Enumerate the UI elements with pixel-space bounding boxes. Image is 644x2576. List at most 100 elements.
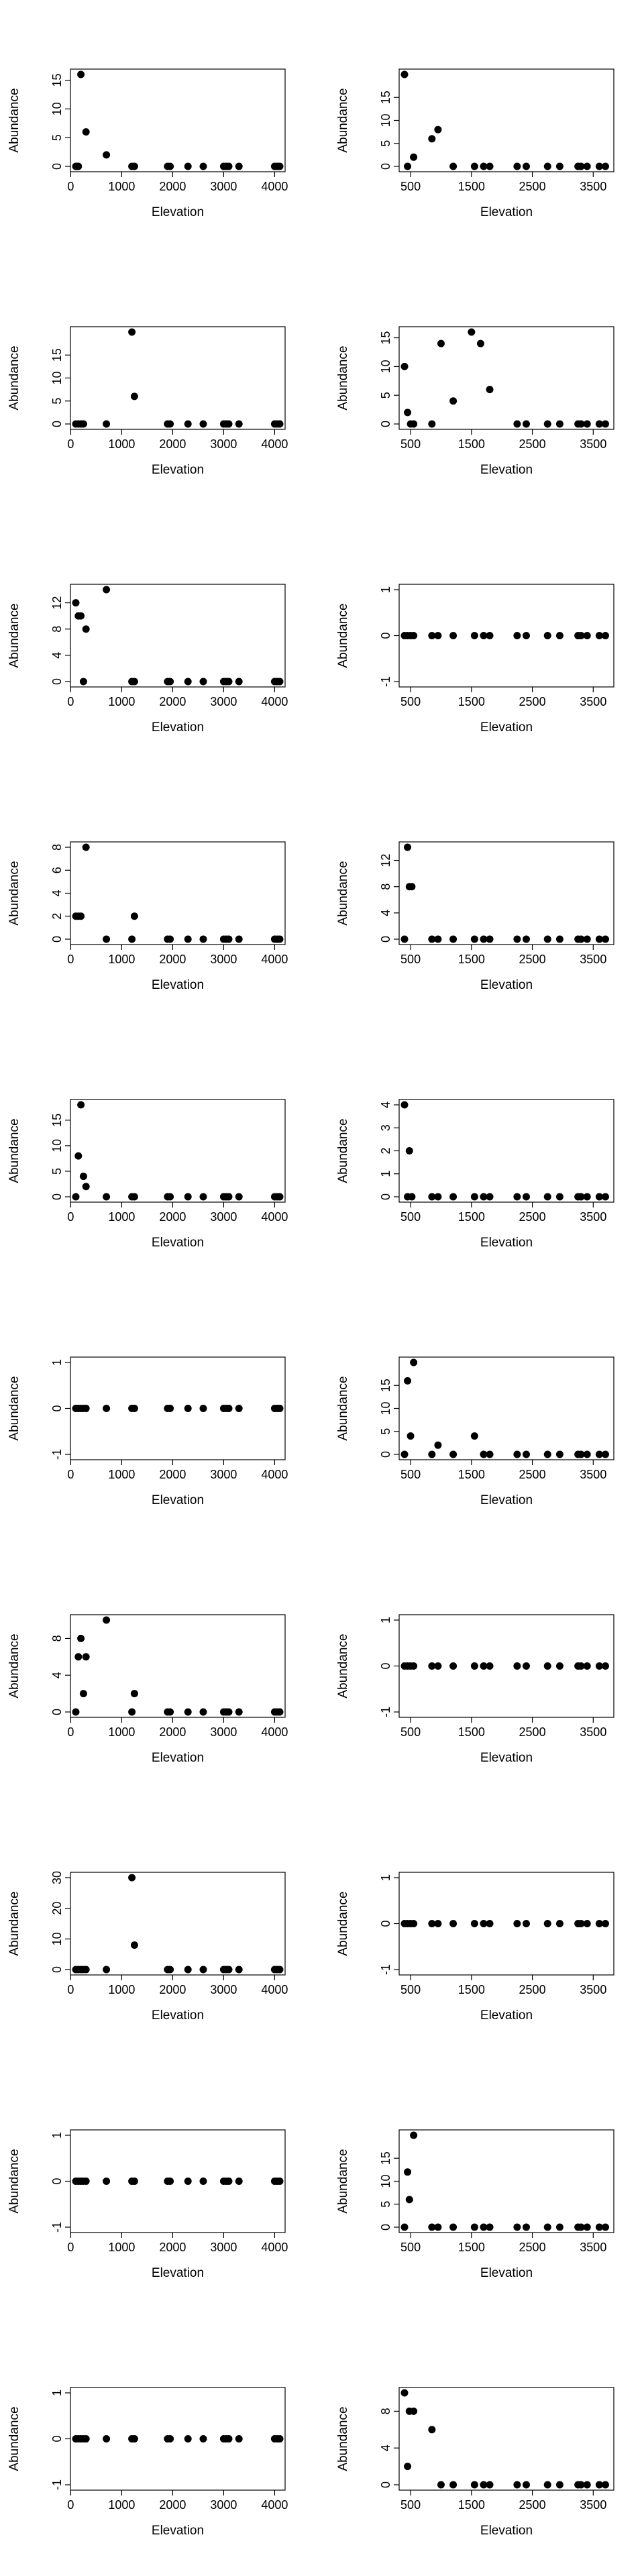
x-tick-label: 4000 [261, 695, 288, 708]
x-tick-label: 1500 [458, 437, 485, 451]
data-point [184, 162, 192, 170]
data-point [130, 162, 138, 170]
x-axis-label: Elevation [480, 1236, 533, 1250]
x-tick-label: 3000 [210, 2241, 237, 2254]
x-axis-label: Elevation [152, 720, 204, 735]
y-tick-label: 0 [50, 1193, 64, 1200]
y-tick-label: -1 [50, 2222, 64, 2233]
data-point [82, 625, 90, 633]
data-point [428, 1662, 436, 1670]
data-point [434, 1662, 442, 1670]
data-point [513, 1450, 521, 1458]
data-point [480, 935, 488, 943]
data-point [400, 1450, 409, 1458]
x-tick-label: 3500 [580, 695, 606, 708]
x-tick-label: 1000 [108, 953, 135, 966]
data-point [130, 2178, 138, 2185]
data-point [184, 1193, 192, 1201]
y-tick-label: 20 [50, 1902, 64, 1915]
y-tick-label: -1 [50, 1449, 64, 1460]
data-point [404, 409, 412, 417]
x-tick-label: 2500 [519, 1725, 546, 1739]
data-point [434, 2223, 442, 2231]
data-point [400, 1101, 409, 1109]
chart-panel-9: 0 1000 2000 3000 4000 0 5 10 15 Elevation Abundanc… [7, 1099, 288, 1250]
data-point [130, 912, 138, 920]
data-point [130, 1941, 138, 1949]
data-point [449, 1920, 458, 1927]
data-point [400, 70, 409, 78]
data-point [583, 1920, 591, 1927]
y-tick-label: 10 [379, 2174, 392, 2188]
x-axis-label: Elevation [152, 205, 204, 219]
x-axis-label: Elevation [152, 463, 204, 477]
data-point [235, 2178, 243, 2185]
data-point [543, 1662, 551, 1670]
data-point [130, 678, 138, 686]
data-point [235, 2435, 243, 2443]
data-point [130, 1405, 138, 1412]
data-point [543, 632, 551, 639]
y-tick-label: 8 [379, 883, 392, 890]
x-tick-label: 2000 [159, 1210, 186, 1224]
data-point [130, 1690, 138, 1698]
plot-frame [70, 68, 286, 172]
plot-frame [70, 1356, 286, 1460]
data-point [555, 1920, 564, 1927]
x-tick-label: 1000 [108, 2241, 135, 2254]
data-point [470, 162, 478, 170]
x-tick-label: 0 [67, 437, 74, 451]
x-tick-label: 1500 [458, 1210, 485, 1224]
x-tick-label: 3500 [580, 1468, 606, 1481]
x-tick-label: 1500 [458, 695, 485, 708]
plot-frame [70, 2129, 286, 2233]
data-point [166, 1708, 174, 1716]
data-point [595, 420, 603, 428]
data-point [449, 2481, 458, 2489]
x-tick-label: 1000 [108, 1210, 135, 1224]
data-point [184, 2178, 192, 2185]
y-tick-label: 4 [379, 910, 392, 916]
x-tick-label: 1000 [108, 2498, 135, 2512]
data-point [449, 1662, 458, 1670]
y-tick-label: 0 [50, 936, 64, 943]
data-point [601, 2481, 609, 2489]
y-axis-label: Abundance [7, 1891, 21, 1955]
data-point [555, 2223, 564, 2231]
data-point [82, 2435, 90, 2443]
y-tick-label: 8 [50, 626, 64, 633]
data-point [577, 1193, 585, 1201]
y-tick-label: 5 [379, 392, 392, 398]
data-point [199, 2178, 207, 2185]
data-point [601, 1662, 609, 1670]
data-point [184, 935, 192, 943]
data-point [103, 2178, 111, 2185]
data-point [82, 1405, 90, 1412]
plot-frame [398, 841, 614, 945]
y-tick-label: 0 [50, 421, 64, 427]
data-point [470, 632, 478, 639]
y-tick-label: 1 [379, 1617, 392, 1623]
x-axis-label: Elevation [480, 720, 533, 735]
data-point [470, 1662, 478, 1670]
data-point [522, 162, 530, 170]
x-axis-label: Elevation [152, 2008, 204, 2023]
data-point [595, 935, 603, 943]
chart-panel-13: 0 1000 2000 3000 4000 0 4 8 Elevation Abundance [7, 1614, 288, 1765]
chart-panel-3: 0 1000 2000 3000 4000 0 5 10 15 Elevation Abundanc… [7, 326, 288, 477]
y-tick-label: 3 [379, 1124, 392, 1131]
data-point [577, 1662, 585, 1670]
data-point [470, 2481, 478, 2489]
data-point [404, 843, 412, 851]
data-point [184, 420, 192, 428]
data-point [601, 420, 609, 428]
y-tick-label: 5 [379, 1428, 392, 1435]
data-point [543, 162, 551, 170]
x-tick-label: 0 [67, 180, 74, 193]
data-point [513, 935, 521, 943]
x-tick-label: 1500 [458, 1983, 485, 1996]
data-point [225, 420, 233, 428]
x-tick-label: 1500 [458, 2498, 485, 2512]
chart-panel-10: 500 1500 2500 3500 0 1 2 3 4 Elevation Abundance [336, 1099, 614, 1250]
data-point [103, 935, 111, 943]
